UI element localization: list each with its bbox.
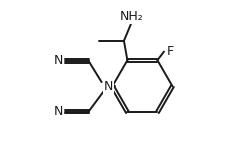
Text: N: N [54, 54, 63, 67]
Text: NH₂: NH₂ [120, 10, 143, 23]
Text: N: N [104, 80, 113, 93]
Text: F: F [167, 45, 174, 58]
Text: N: N [54, 105, 63, 118]
